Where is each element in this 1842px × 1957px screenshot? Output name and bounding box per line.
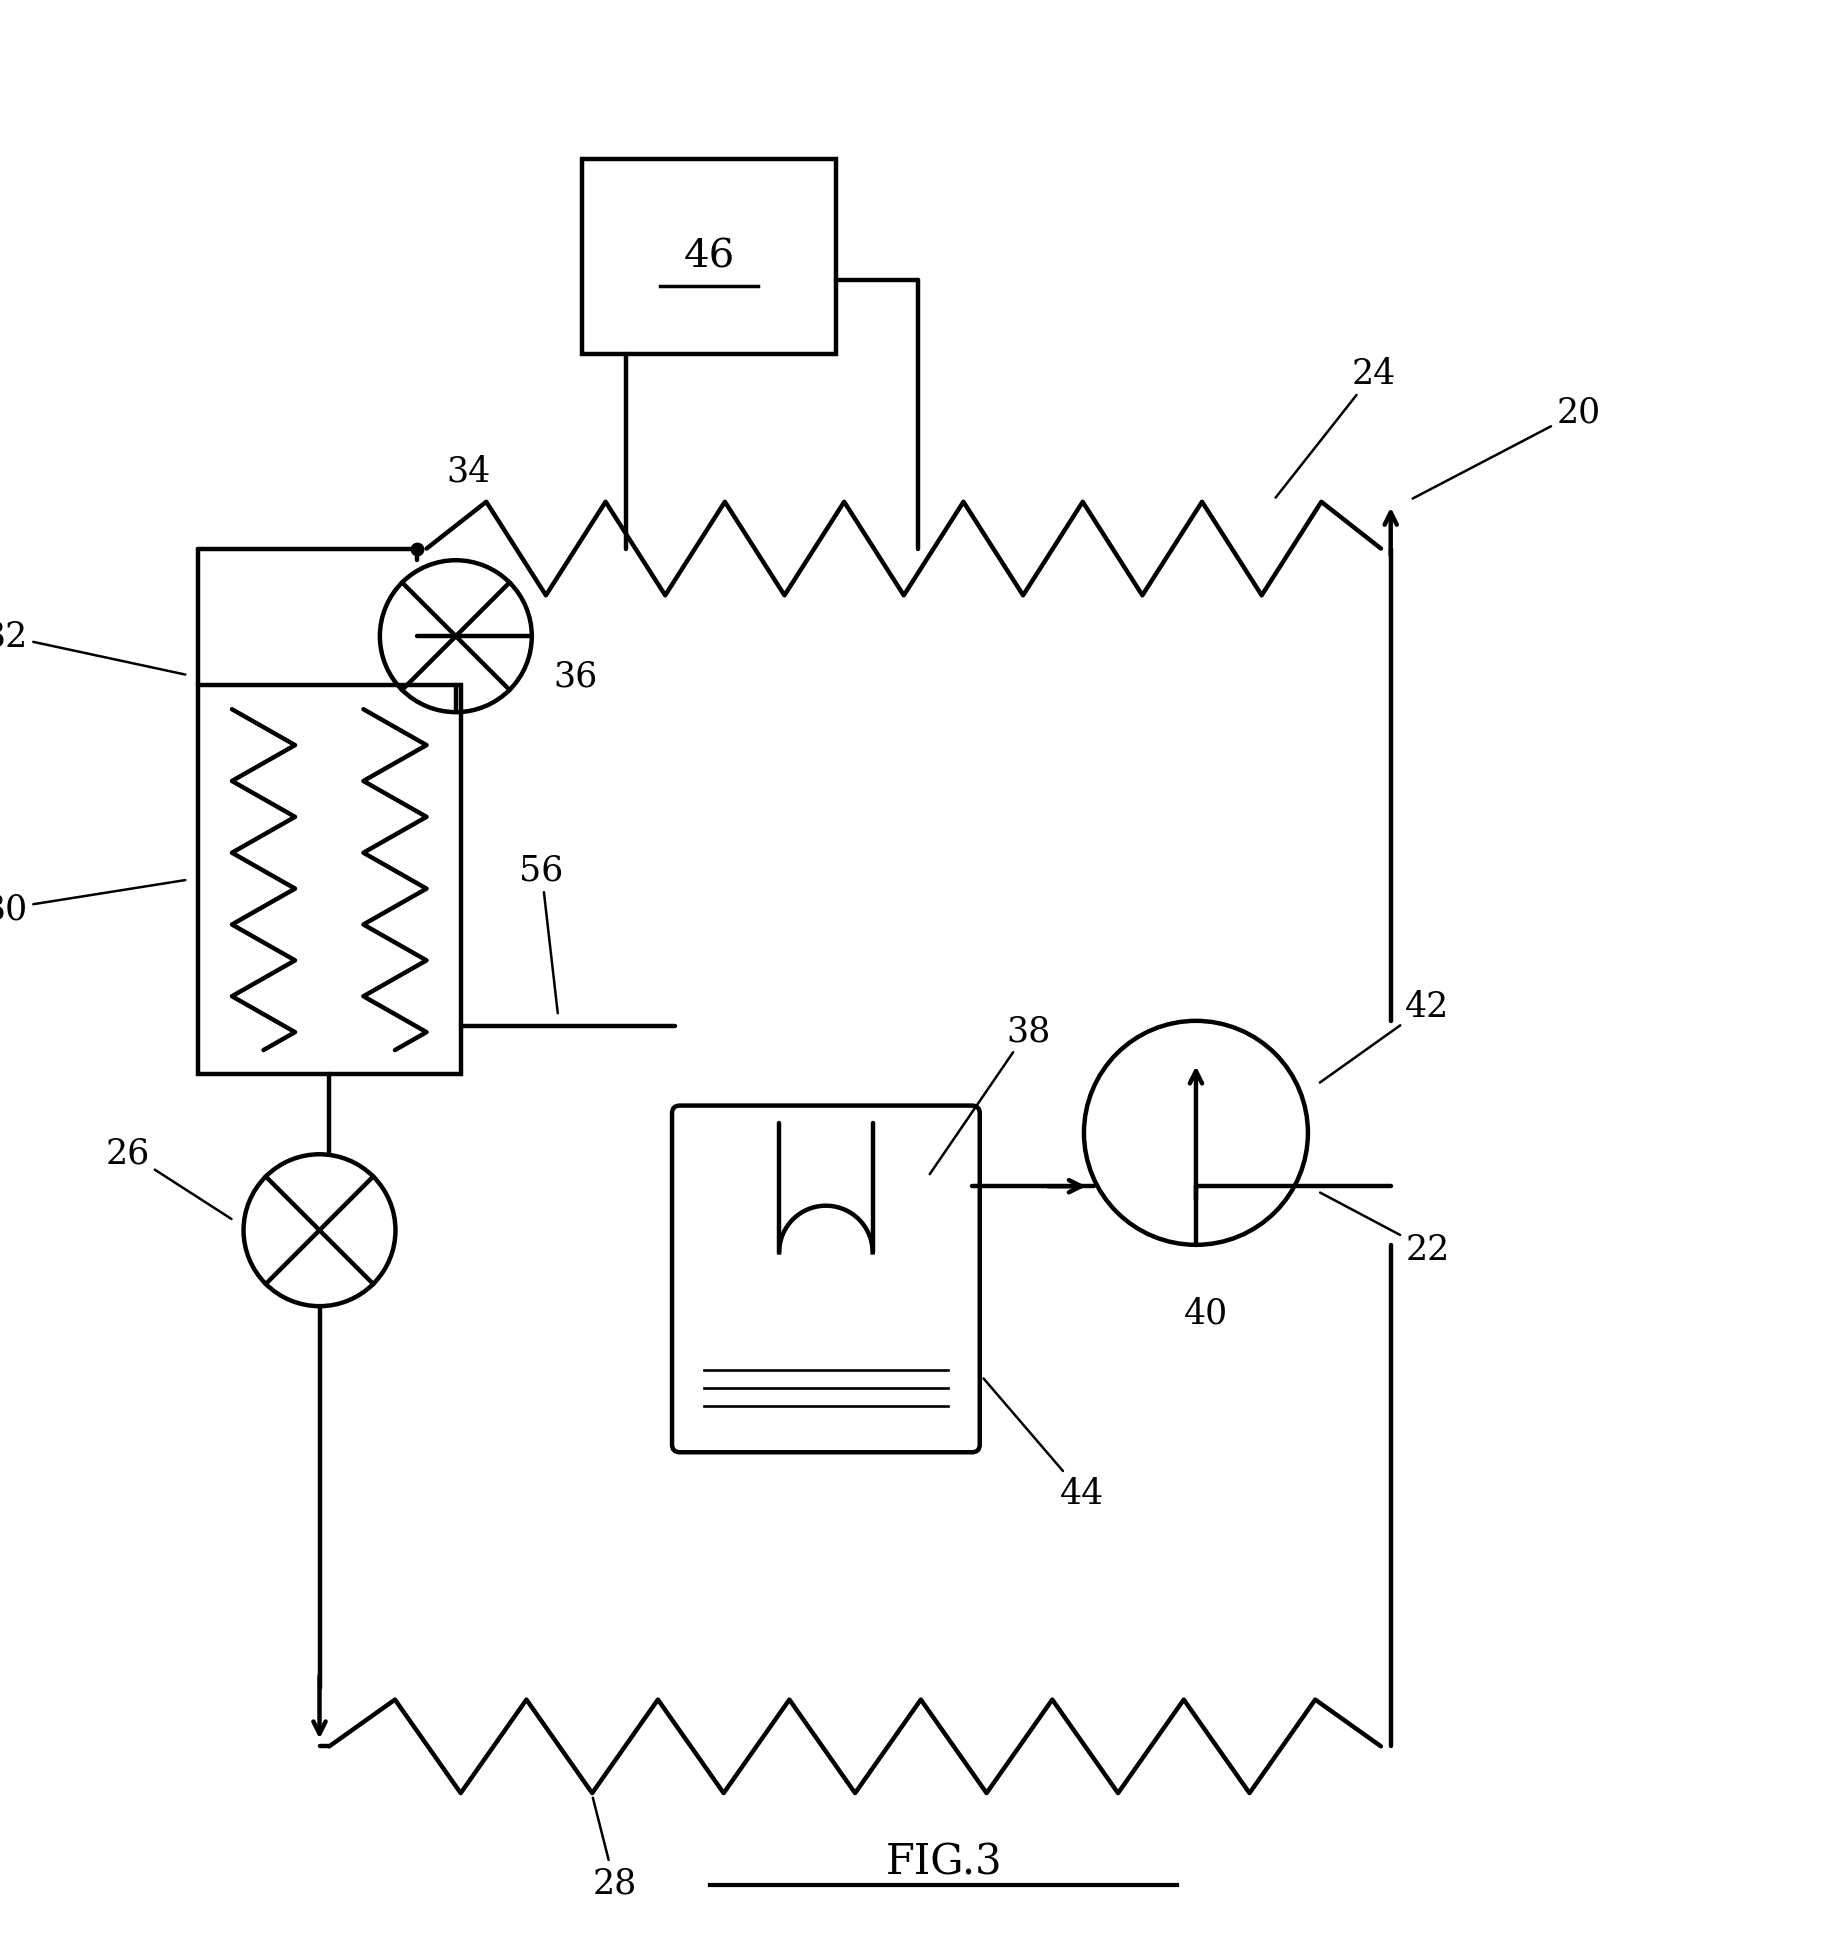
Text: 20: 20 xyxy=(1413,395,1601,499)
Text: 32: 32 xyxy=(0,620,186,675)
Text: 26: 26 xyxy=(105,1135,232,1219)
Text: 34: 34 xyxy=(446,454,490,489)
Text: 38: 38 xyxy=(930,1014,1050,1174)
Text: 42: 42 xyxy=(1321,990,1450,1082)
Bar xyxy=(197,685,460,1074)
Text: FIG.3: FIG.3 xyxy=(886,1840,1002,1883)
Text: 22: 22 xyxy=(1321,1194,1450,1266)
Text: 46: 46 xyxy=(683,239,735,276)
Text: 30: 30 xyxy=(0,881,186,926)
Text: 44: 44 xyxy=(984,1378,1103,1511)
Text: 36: 36 xyxy=(553,660,597,693)
Text: 28: 28 xyxy=(591,1798,637,1900)
Text: 56: 56 xyxy=(519,853,564,1014)
Bar xyxy=(582,160,836,354)
Text: 40: 40 xyxy=(1184,1296,1229,1331)
Text: 24: 24 xyxy=(1275,356,1396,499)
